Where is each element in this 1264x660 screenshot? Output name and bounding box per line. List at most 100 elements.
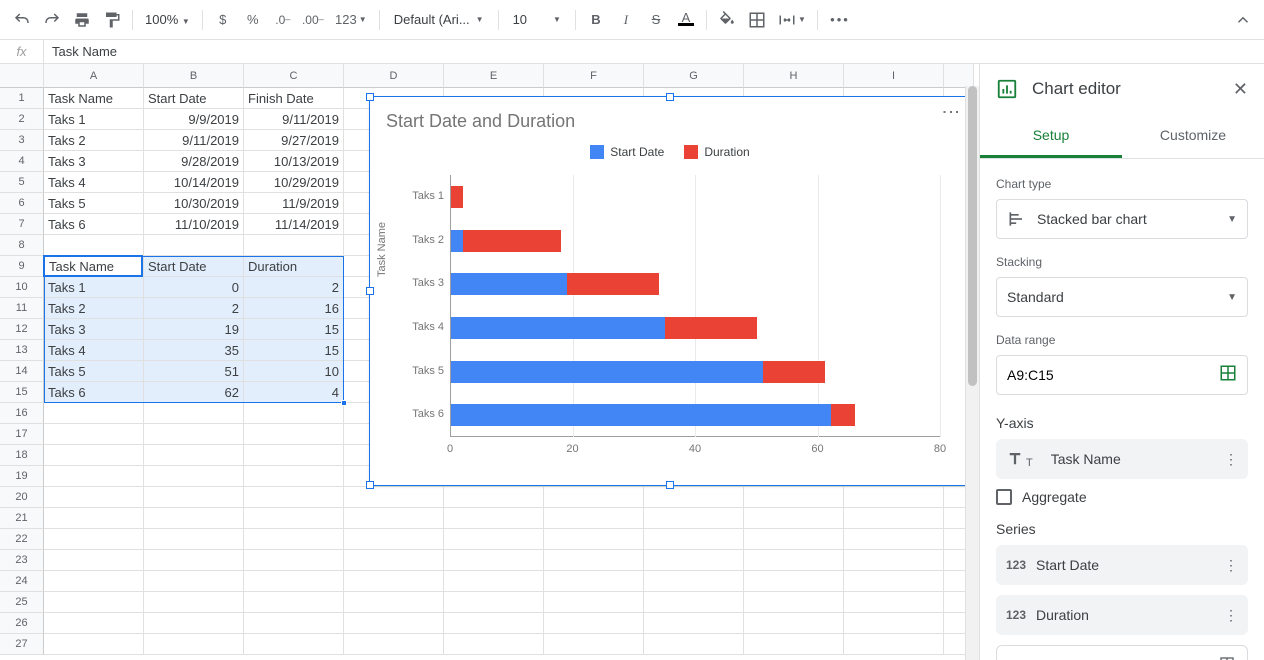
cell[interactable] xyxy=(444,634,544,655)
cell[interactable] xyxy=(844,613,944,634)
cell[interactable] xyxy=(644,592,744,613)
row-header[interactable]: 10 xyxy=(0,277,44,298)
row-header[interactable]: 27 xyxy=(0,634,44,655)
data-range-input-row[interactable] xyxy=(996,355,1248,395)
series-chip[interactable]: 123 Start Date ⋮ xyxy=(996,545,1248,585)
cell[interactable]: Duration xyxy=(244,256,344,277)
cell[interactable] xyxy=(844,508,944,529)
row-header[interactable]: 14 xyxy=(0,361,44,382)
cell[interactable] xyxy=(344,487,444,508)
cell[interactable] xyxy=(244,634,344,655)
cell[interactable] xyxy=(144,466,244,487)
cell[interactable] xyxy=(844,571,944,592)
cell[interactable] xyxy=(744,613,844,634)
cell[interactable] xyxy=(344,592,444,613)
select-all-corner[interactable] xyxy=(0,64,44,88)
cell[interactable] xyxy=(744,508,844,529)
cell[interactable] xyxy=(844,529,944,550)
cell[interactable] xyxy=(644,571,744,592)
cell[interactable]: Taks 4 xyxy=(44,172,144,193)
chart-resize-handle[interactable] xyxy=(666,481,674,489)
cell[interactable]: Start Date xyxy=(144,88,244,109)
row-header[interactable]: 2 xyxy=(0,109,44,130)
col-header[interactable]: H xyxy=(744,64,844,88)
cell[interactable] xyxy=(44,445,144,466)
row-header[interactable]: 6 xyxy=(0,193,44,214)
cell[interactable]: 16 xyxy=(244,298,344,319)
cell[interactable]: 4 xyxy=(244,382,344,403)
cell[interactable] xyxy=(44,550,144,571)
cell[interactable]: 2 xyxy=(144,298,244,319)
cell[interactable]: Taks 2 xyxy=(44,130,144,151)
col-header[interactable] xyxy=(944,64,974,88)
cell[interactable] xyxy=(444,592,544,613)
cell[interactable]: 15 xyxy=(244,319,344,340)
tab-setup[interactable]: Setup xyxy=(980,115,1122,158)
text-color-button[interactable]: A xyxy=(672,6,700,34)
more-formats-button[interactable]: 123▼ xyxy=(329,6,373,34)
col-header[interactable]: E xyxy=(444,64,544,88)
cell[interactable] xyxy=(144,529,244,550)
cell[interactable]: Taks 1 xyxy=(44,109,144,130)
chart-object[interactable]: Start Date and Duration ⋮ Start Date Dur… xyxy=(370,97,970,485)
aggregate-checkbox[interactable] xyxy=(996,489,1012,505)
row-header[interactable]: 22 xyxy=(0,529,44,550)
tab-customize[interactable]: Customize xyxy=(1122,115,1264,158)
cell[interactable] xyxy=(344,571,444,592)
cell[interactable] xyxy=(144,592,244,613)
cell[interactable] xyxy=(544,529,644,550)
cell[interactable]: Task Name xyxy=(44,88,144,109)
cell[interactable]: 0 xyxy=(144,277,244,298)
cell[interactable] xyxy=(244,466,344,487)
borders-button[interactable] xyxy=(743,6,771,34)
cell[interactable] xyxy=(544,571,644,592)
cell[interactable] xyxy=(144,508,244,529)
chip-more-icon[interactable]: ⋮ xyxy=(1224,557,1238,574)
cell[interactable] xyxy=(244,550,344,571)
cell[interactable]: Taks 6 xyxy=(44,382,144,403)
undo-button[interactable] xyxy=(8,6,36,34)
cell[interactable]: Task Name xyxy=(44,256,144,277)
cell[interactable] xyxy=(744,571,844,592)
row-header[interactable]: 12 xyxy=(0,319,44,340)
cell[interactable] xyxy=(444,550,544,571)
col-header[interactable]: C xyxy=(244,64,344,88)
formula-value[interactable]: Task Name xyxy=(44,44,125,59)
cell[interactable]: 9/28/2019 xyxy=(144,151,244,172)
cell[interactable] xyxy=(544,487,644,508)
cell[interactable] xyxy=(244,487,344,508)
cell[interactable]: 62 xyxy=(144,382,244,403)
row-header[interactable]: 17 xyxy=(0,424,44,445)
cell[interactable]: 19 xyxy=(144,319,244,340)
cell[interactable] xyxy=(244,613,344,634)
cell[interactable] xyxy=(844,634,944,655)
cell[interactable] xyxy=(744,487,844,508)
cell[interactable]: 11/10/2019 xyxy=(144,214,244,235)
cell[interactable]: 9/11/2019 xyxy=(244,109,344,130)
bold-button[interactable]: B xyxy=(582,6,610,34)
row-header[interactable]: 18 xyxy=(0,445,44,466)
cell[interactable] xyxy=(44,529,144,550)
row-header[interactable]: 11 xyxy=(0,298,44,319)
print-button[interactable] xyxy=(68,6,96,34)
cell[interactable] xyxy=(144,550,244,571)
cell[interactable]: Taks 1 xyxy=(44,277,144,298)
cell[interactable] xyxy=(44,235,144,256)
cell[interactable]: Taks 5 xyxy=(44,361,144,382)
cell[interactable]: 51 xyxy=(144,361,244,382)
cell[interactable] xyxy=(244,592,344,613)
cell[interactable]: 11/9/2019 xyxy=(244,193,344,214)
cell[interactable]: Start Date xyxy=(144,256,244,277)
col-header[interactable]: B xyxy=(144,64,244,88)
collapse-toolbar-button[interactable] xyxy=(1230,7,1256,33)
cell[interactable]: 9/9/2019 xyxy=(144,109,244,130)
cell[interactable] xyxy=(44,571,144,592)
cell[interactable] xyxy=(44,592,144,613)
decrease-decimal-button[interactable]: .0_ xyxy=(269,6,297,34)
cell[interactable]: 35 xyxy=(144,340,244,361)
close-panel-button[interactable]: ✕ xyxy=(1233,79,1248,100)
series-chip[interactable]: 123 Duration ⋮ xyxy=(996,595,1248,635)
cell[interactable] xyxy=(44,403,144,424)
aggregate-checkbox-row[interactable]: Aggregate xyxy=(996,489,1248,505)
cell[interactable] xyxy=(144,235,244,256)
